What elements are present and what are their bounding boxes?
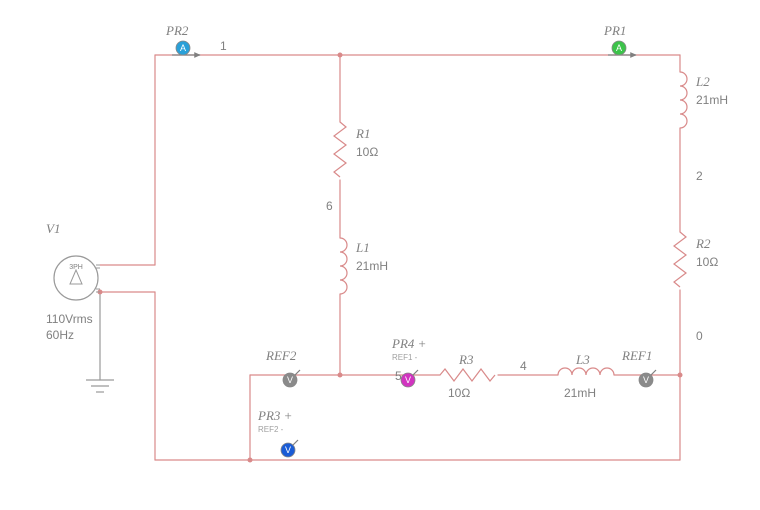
circuit-schematic: 3PH V1 110Vrms 60Hz R1 10Ω R2 10Ω R3 10Ω… <box>0 0 760 510</box>
component-r2 <box>674 232 686 287</box>
label-pr3: PR3 + <box>257 408 292 423</box>
label-v1-val1: 110Vrms <box>46 312 93 326</box>
svg-text:V: V <box>643 375 649 385</box>
label-pr3-sub: REF2 - <box>258 425 284 434</box>
label-r2: R2 <box>695 236 711 251</box>
label-l2: L2 <box>695 74 710 89</box>
probe-ref1: V REF1 <box>621 348 656 387</box>
label-pr2: PR2 <box>165 23 189 38</box>
svg-text:A: A <box>616 43 622 53</box>
label-l3: L3 <box>575 352 590 367</box>
net-0: 0 <box>696 329 703 343</box>
source-v1: 3PH V1 110Vrms 60Hz <box>46 221 100 342</box>
junction-dots <box>98 53 683 463</box>
label-pr4: PR4 + <box>391 336 426 351</box>
source-inner: 3PH <box>69 264 83 271</box>
label-r1-val: 10Ω <box>356 145 378 159</box>
net-4: 4 <box>520 359 527 373</box>
label-r3-val: 10Ω <box>448 386 470 400</box>
net-1: 1 <box>220 39 227 53</box>
label-l2-val: 21mH <box>696 93 728 107</box>
label-v1: V1 <box>46 221 60 236</box>
probe-pr2: A PR2 <box>165 23 200 55</box>
svg-text:V: V <box>405 375 411 385</box>
svg-text:A: A <box>180 43 186 53</box>
component-l2 <box>680 72 687 128</box>
component-l1 <box>340 238 347 294</box>
component-l3 <box>558 368 614 375</box>
label-pr4-sub: REF1 - <box>392 353 418 362</box>
net-2: 2 <box>696 169 703 183</box>
probe-pr1: A PR1 <box>603 23 636 55</box>
label-ref1: REF1 <box>621 348 652 363</box>
svg-text:V: V <box>285 445 291 455</box>
probe-pr3: V PR3 + REF2 - <box>257 408 298 457</box>
label-ref2: REF2 <box>265 348 297 363</box>
label-r3: R3 <box>458 352 474 367</box>
ground-icon <box>86 380 114 392</box>
label-r2-val: 10Ω <box>696 255 718 269</box>
component-r3 <box>440 369 495 381</box>
label-pr1: PR1 <box>603 23 626 38</box>
component-r1 <box>334 122 346 177</box>
probe-ref2: V REF2 <box>265 348 300 387</box>
label-l1-val: 21mH <box>356 259 388 273</box>
svg-text:V: V <box>287 375 293 385</box>
label-l1: L1 <box>355 240 370 255</box>
net-labels: 1 2 4 5 6 0 <box>220 39 703 383</box>
label-l3-val: 21mH <box>564 386 596 400</box>
net-6: 6 <box>326 199 333 213</box>
label-v1-val2: 60Hz <box>46 328 74 342</box>
label-r1: R1 <box>355 126 370 141</box>
